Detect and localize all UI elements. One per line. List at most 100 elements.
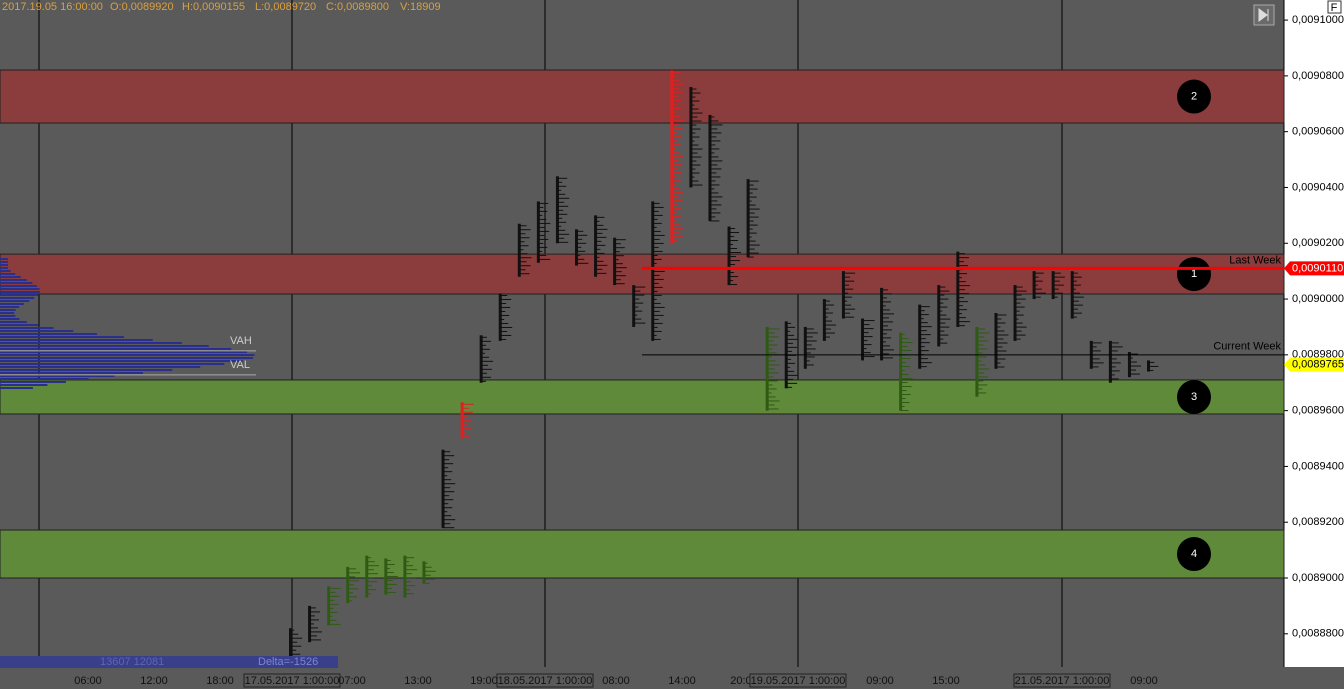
profile-row — [0, 378, 89, 380]
zone — [0, 69, 1285, 124]
zone-label: 1 — [1191, 268, 1197, 280]
x-tick-label: 08:00 — [602, 675, 630, 687]
profile-row — [0, 360, 243, 362]
profile-row — [0, 291, 40, 293]
x-tick-label: 09:00 — [866, 675, 894, 687]
x-tick-label: 12:00 — [140, 675, 168, 687]
profile-row — [0, 330, 74, 332]
y-tick-label: 0,0090600 — [1292, 126, 1344, 138]
zone-badge — [1177, 379, 1211, 414]
footer-delta: Delta=-1526 — [258, 656, 318, 668]
header-field: H:0,0090155 — [182, 1, 245, 13]
zone-label: 2 — [1191, 90, 1197, 102]
value-area-label: VAH — [230, 335, 252, 347]
profile-row — [0, 264, 8, 266]
date-box — [243, 673, 341, 688]
profile-row — [0, 315, 16, 317]
profile-row — [0, 351, 247, 353]
price-bar — [1013, 285, 1017, 341]
price-bar — [746, 179, 750, 258]
header-field: 2017.19.05 16:00:00 — [2, 1, 103, 13]
profile-row — [0, 327, 54, 329]
price-bar — [517, 223, 521, 277]
y-tick-label: 0,0089000 — [1292, 572, 1344, 584]
x-tick-label: 19:00 — [470, 675, 498, 687]
profile-row — [0, 372, 144, 374]
x-tick-label: 15:00 — [932, 675, 960, 687]
header-field: C:0,0089800 — [326, 1, 389, 13]
profile-row — [0, 312, 15, 314]
x-tick-label: 19.05.2017 1:00:00 — [751, 675, 846, 687]
x-tick-label: 06:00 — [74, 675, 102, 687]
price-bar — [594, 215, 598, 277]
profile-row — [0, 297, 35, 299]
profile-row — [0, 279, 27, 281]
y-tick-label: 0,0089200 — [1292, 516, 1344, 528]
profile-row — [0, 261, 8, 263]
price-bar — [994, 312, 998, 369]
zone — [0, 379, 1285, 415]
price-bar — [727, 226, 731, 286]
profile-row — [0, 387, 33, 389]
footer-box — [0, 656, 338, 668]
zone-badge — [1177, 257, 1211, 292]
profile-row — [0, 342, 182, 344]
profile-row — [0, 318, 20, 320]
profile-row — [0, 267, 8, 269]
profile-row — [0, 285, 37, 287]
f-label: F — [1331, 2, 1338, 14]
profile-row — [0, 354, 255, 356]
price-bar — [1070, 271, 1074, 319]
profile-row — [0, 273, 16, 275]
y-tick-label: 0,0090000 — [1292, 293, 1344, 305]
header-field: L:0,0089720 — [255, 1, 316, 13]
date-box — [749, 673, 847, 688]
level-label: Current Week — [1213, 341, 1281, 353]
price-bar — [613, 237, 617, 286]
zone — [0, 529, 1285, 579]
price-bar — [498, 293, 502, 341]
price-bar — [422, 561, 426, 584]
price-tag-label: 0,0089765 — [1292, 359, 1344, 371]
y-tick-label: 0,0090400 — [1292, 181, 1344, 193]
price-bar — [822, 299, 826, 341]
profile-row — [0, 366, 201, 368]
price-bar — [975, 326, 979, 397]
header-field: O:0,0089920 — [110, 1, 174, 13]
footer-volume: 13607 12081 — [100, 656, 164, 668]
y-tick-label: 0,0089400 — [1292, 460, 1344, 472]
profile-row — [0, 345, 209, 347]
value-area-label: VAL — [230, 359, 250, 371]
price-bar — [918, 304, 922, 369]
f-button[interactable] — [1327, 0, 1342, 14]
price-tag — [1284, 261, 1344, 276]
x-tick-label: 18:00 — [206, 675, 234, 687]
x-tick-label: 21.05.2017 1:00:00 — [1015, 675, 1110, 687]
x-tick-label: 09:00 — [1130, 675, 1158, 687]
date-box — [1013, 673, 1111, 688]
price-bar — [708, 114, 712, 221]
price-bar — [441, 449, 445, 528]
price-bar — [555, 176, 559, 244]
date-box — [496, 673, 594, 688]
nav-icon — [1258, 8, 1269, 22]
profile-row — [0, 333, 97, 335]
profile-row — [0, 270, 11, 272]
profile-row — [0, 381, 66, 383]
price-bar — [937, 285, 941, 347]
profile-row — [0, 375, 115, 377]
profile-row — [0, 384, 48, 386]
zone-badge — [1177, 79, 1211, 114]
price-bar — [365, 555, 369, 598]
profile-row — [0, 363, 225, 365]
zone-badge — [1177, 537, 1211, 572]
profile-row — [0, 258, 8, 260]
x-tick-label: 13:00 — [404, 675, 432, 687]
zone-label: 3 — [1191, 391, 1197, 403]
x-tick-label: 14:00 — [668, 675, 696, 687]
profile-row — [0, 303, 24, 305]
profile-row — [0, 324, 39, 326]
price-bar — [632, 285, 636, 327]
price-bar — [327, 586, 331, 626]
